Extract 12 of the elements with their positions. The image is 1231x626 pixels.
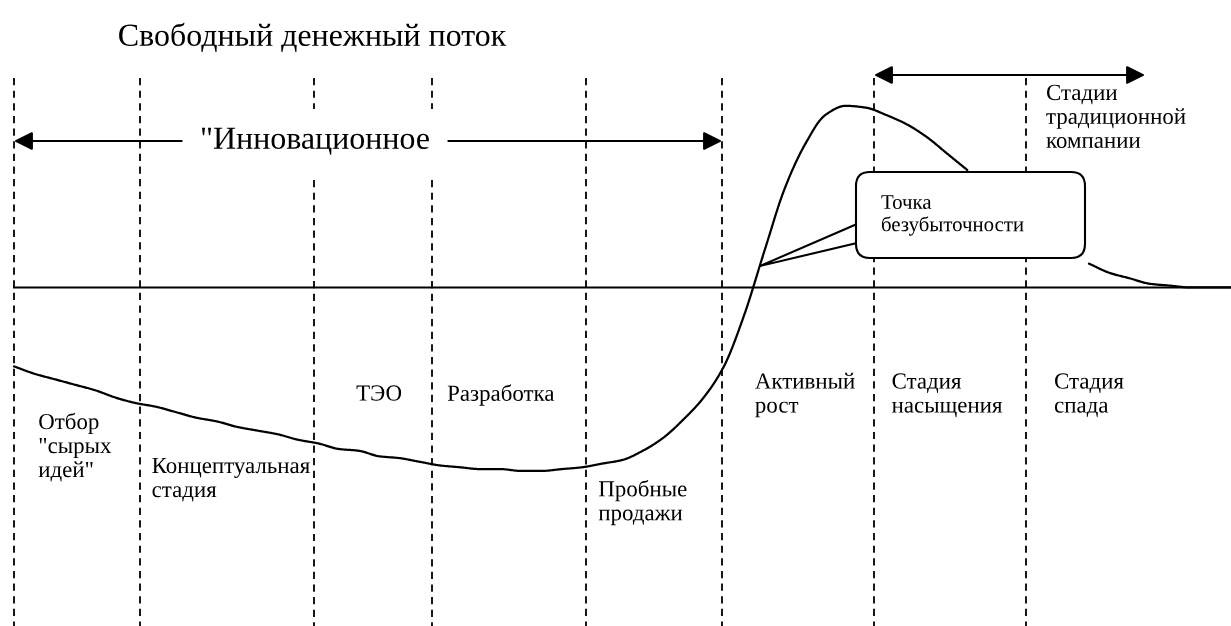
x-tick-label: ТЭО: [356, 385, 402, 401]
x-tick-label: Стадия спада: [1054, 373, 1124, 417]
x-tick-label: Стадия насыщения: [892, 373, 1003, 418]
x-tick-label: Отбор "сырых идей": [38, 412, 112, 482]
annotation: Точка безубыточности: [881, 195, 1024, 236]
annotation: Стадии традиционной компании: [1046, 84, 1186, 149]
x-tick-label: Концептуальная стадия: [152, 457, 310, 502]
x-tick-label: Пробные продажи: [598, 479, 687, 526]
chart-title: Свободный денежный поток: [119, 22, 507, 52]
annotation: "Инновационное: [201, 127, 429, 155]
x-tick-label: Разработка: [447, 384, 555, 406]
x-tick-label: Активный рост: [755, 372, 855, 418]
